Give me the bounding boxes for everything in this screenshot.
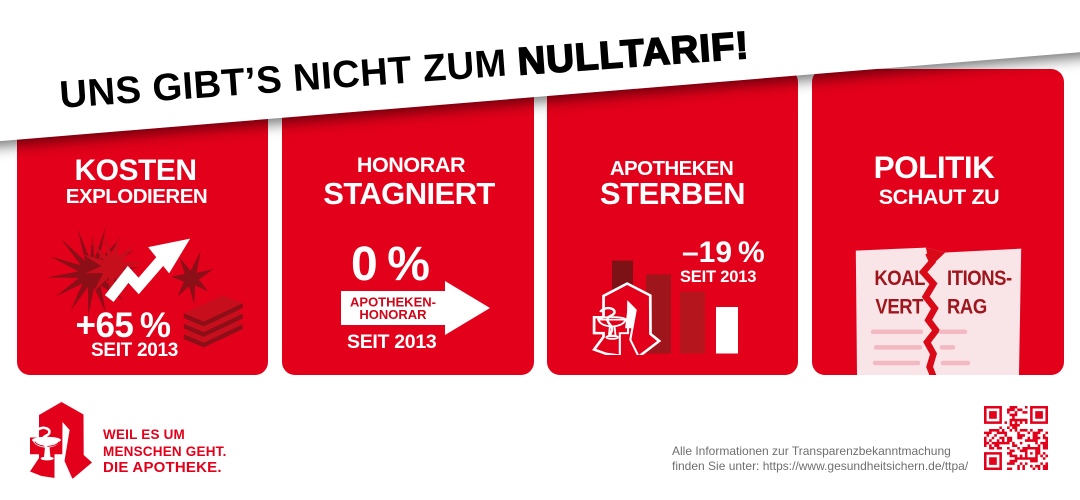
svg-text:HONORAR: HONORAR (359, 307, 427, 322)
svg-text:ITIONS-: ITIONS- (947, 267, 1012, 291)
svg-text:RAG: RAG (947, 295, 987, 319)
svg-text:KOAL: KOAL (874, 267, 925, 291)
svg-text:APOTHEKEN-: APOTHEKEN- (350, 294, 436, 309)
svg-text:VERT: VERT (875, 295, 924, 319)
